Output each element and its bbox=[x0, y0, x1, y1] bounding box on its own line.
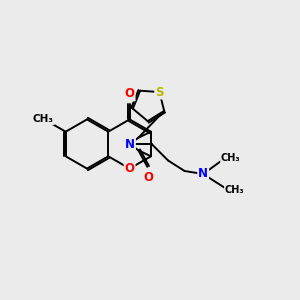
Text: CH₃: CH₃ bbox=[221, 153, 241, 163]
Text: O: O bbox=[144, 171, 154, 184]
Text: N: N bbox=[125, 137, 135, 151]
Text: O: O bbox=[124, 87, 135, 101]
Text: S: S bbox=[155, 85, 164, 99]
Text: N: N bbox=[198, 167, 208, 181]
Text: CH₃: CH₃ bbox=[225, 185, 244, 195]
Text: O: O bbox=[124, 162, 135, 175]
Text: CH₃: CH₃ bbox=[33, 114, 54, 124]
